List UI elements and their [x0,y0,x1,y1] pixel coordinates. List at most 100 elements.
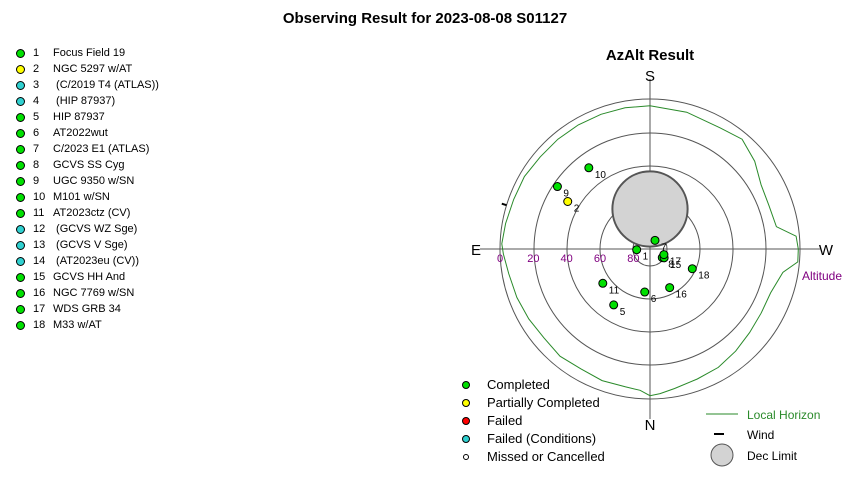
target-list-item: 2 NGC 5297 w/AT [16,61,159,77]
target-name: HIP 87937 [53,111,105,123]
target-number: 13 [33,239,46,251]
target-list-item: 11 AT2023ctz (CV) [16,205,159,221]
target-list-item: 9 UGC 9350 w/SN [16,173,159,189]
status-dot-icon [16,80,25,90]
target-number: 10 [33,191,46,203]
data-point [584,163,594,173]
legend-label: Partially Completed [487,395,600,410]
status-dot-icon [16,64,25,74]
status-dot-icon [16,112,25,122]
data-point-label: 8 [668,260,674,271]
target-list-item: 14 (AT2023eu (CV)) [16,253,159,269]
target-number: 17 [33,303,46,315]
target-number: 12 [33,223,46,235]
data-point [640,287,650,297]
target-list-item: 8 GCVS SS Cyg [16,157,159,173]
cardinal-right: W [819,242,834,259]
data-point [650,235,660,245]
target-name: NGC 5297 w/AT [53,63,133,75]
legend-failed_conditions-icon [462,435,470,443]
altitude-tick-label: 0 [497,253,503,265]
status-dot-icon [16,320,25,330]
data-point [632,245,642,255]
target-name: (C/2019 T4 (ATLAS)) [53,79,159,91]
status-dot-icon [16,176,25,186]
target-name: GCVS SS Cyg [53,159,125,171]
data-point-label: 7 [661,242,667,253]
legend-missed-icon [463,454,469,460]
legend-dec-limit-icon [710,443,734,467]
legend-label: Missed or Cancelled [487,449,605,464]
data-point-label: 18 [698,271,710,282]
target-name: Focus Field 19 [53,47,126,59]
target-number: 6 [33,127,40,139]
target-number: 15 [33,271,46,283]
altitude-tick-label: 80 [627,253,639,265]
data-point-label: 6 [651,294,657,305]
status-dot-icon [16,96,25,106]
altitude-axis-label: Altitude [802,269,842,283]
target-list-item: 18 M33 w/AT [16,317,159,333]
status-dot-icon [16,208,25,218]
target-name: UGC 9350 w/SN [53,175,135,187]
target-number: 14 [33,255,46,267]
target-number: 18 [33,319,46,331]
target-list-item: 12 (GCVS WZ Sge) [16,221,159,237]
target-name: C/2023 E1 (ATLAS) [53,143,150,155]
target-name: (GCVS V Sge) [53,239,128,251]
data-point-label: 1 [643,252,649,263]
data-point [609,300,619,310]
data-points: 1 2 5 6 78 9 10 11 15 16 17 18 [552,163,710,318]
target-list-item: 17 WDS GRB 34 [16,301,159,317]
target-number: 4 [33,95,40,107]
data-point [598,278,608,288]
horizon-line [501,105,799,397]
data-point-label: 16 [676,290,688,301]
legend-partial-icon [462,399,470,407]
target-number: 8 [33,159,40,171]
target-name: M33 w/AT [53,319,102,331]
altitude-tick-label: 20 [527,253,539,265]
altitude-tick-label: 60 [594,253,606,265]
target-name: WDS GRB 34 [53,303,121,315]
status-dot-icon [16,144,25,154]
data-point [687,264,697,274]
legend-label: Failed (Conditions) [487,431,596,446]
target-list-item: 5 HIP 87937 [16,109,159,125]
polar-grid [480,79,820,419]
target-name: (GCVS WZ Sge) [53,223,138,235]
target-number: 2 [33,63,40,75]
status-dot-icon [16,240,25,250]
target-list-item: 4 (HIP 87937) [16,93,159,109]
altitude-tick-label: 40 [561,253,573,265]
data-point-label: 17 [670,257,682,268]
target-name: M101 w/SN [53,191,110,203]
data-point-label: 15 [670,260,682,271]
status-dot-icon [16,256,25,266]
target-number: 3 [33,79,40,91]
target-name: AT2023ctz (CV) [53,207,131,219]
target-number: 9 [33,175,40,187]
target-name: AT2022wut [53,127,108,139]
data-point [659,250,669,260]
cardinal-bottom: N [645,417,656,434]
dec-limit-circle [611,170,689,248]
legend-label: Failed [487,413,522,428]
target-number: 7 [33,143,40,155]
status-dot-icon [16,128,25,138]
page-title: Observing Result for 2023-08-08 S01127 [282,10,568,27]
cardinal-top: S [645,68,655,85]
target-number: 1 [33,47,40,59]
legend-completed-icon [462,381,470,389]
status-dot-icon [16,192,25,202]
status-dot-icon [16,304,25,314]
legend-horizon-label: Local Horizon [747,408,820,422]
target-list-item: 10 M101 w/SN [16,189,159,205]
target-list-item: 1 Focus Field 19 [16,45,159,61]
legend-failed-icon [462,417,470,425]
status-dot-icon [16,48,25,58]
target-list-item: 3 (C/2019 T4 (ATLAS)) [16,77,159,93]
status-dot-icon [16,160,25,170]
target-name: NGC 7769 w/SN [53,287,135,299]
